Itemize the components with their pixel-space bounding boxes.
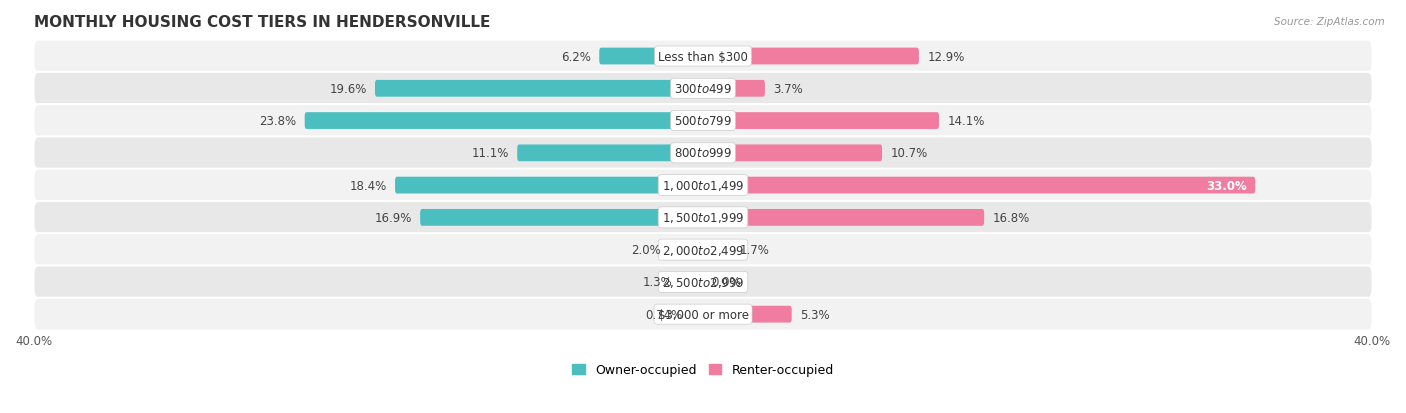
- Text: 33.0%: 33.0%: [1206, 179, 1247, 192]
- Legend: Owner-occupied, Renter-occupied: Owner-occupied, Renter-occupied: [572, 363, 834, 376]
- FancyBboxPatch shape: [395, 177, 703, 194]
- Text: 18.4%: 18.4%: [350, 179, 387, 192]
- Text: Less than $300: Less than $300: [658, 50, 748, 63]
- FancyBboxPatch shape: [34, 169, 1372, 202]
- FancyBboxPatch shape: [34, 202, 1372, 234]
- Text: 5.3%: 5.3%: [800, 308, 830, 321]
- FancyBboxPatch shape: [703, 81, 765, 97]
- Text: 2.0%: 2.0%: [631, 244, 661, 256]
- FancyBboxPatch shape: [703, 209, 984, 226]
- FancyBboxPatch shape: [34, 234, 1372, 266]
- Text: $2,500 to $2,999: $2,500 to $2,999: [662, 275, 744, 289]
- FancyBboxPatch shape: [703, 113, 939, 130]
- FancyBboxPatch shape: [690, 306, 703, 323]
- Text: 0.0%: 0.0%: [711, 276, 741, 289]
- FancyBboxPatch shape: [703, 48, 920, 65]
- Text: $800 to $999: $800 to $999: [673, 147, 733, 160]
- Text: 0.74%: 0.74%: [645, 308, 682, 321]
- Text: 19.6%: 19.6%: [329, 83, 367, 95]
- Text: 10.7%: 10.7%: [890, 147, 928, 160]
- FancyBboxPatch shape: [703, 177, 1256, 194]
- Text: 11.1%: 11.1%: [471, 147, 509, 160]
- Text: $3,000 or more: $3,000 or more: [658, 308, 748, 321]
- Text: 1.7%: 1.7%: [740, 244, 769, 256]
- Text: $1,000 to $1,499: $1,000 to $1,499: [662, 179, 744, 192]
- FancyBboxPatch shape: [703, 145, 882, 162]
- FancyBboxPatch shape: [34, 298, 1372, 331]
- FancyBboxPatch shape: [34, 40, 1372, 73]
- FancyBboxPatch shape: [34, 137, 1372, 170]
- Text: $300 to $499: $300 to $499: [673, 83, 733, 95]
- Text: $500 to $799: $500 to $799: [673, 115, 733, 128]
- Text: $1,500 to $1,999: $1,500 to $1,999: [662, 211, 744, 225]
- FancyBboxPatch shape: [375, 81, 703, 97]
- FancyBboxPatch shape: [34, 105, 1372, 138]
- FancyBboxPatch shape: [517, 145, 703, 162]
- Text: MONTHLY HOUSING COST TIERS IN HENDERSONVILLE: MONTHLY HOUSING COST TIERS IN HENDERSONV…: [34, 15, 489, 30]
- Text: 1.3%: 1.3%: [643, 276, 673, 289]
- Text: Source: ZipAtlas.com: Source: ZipAtlas.com: [1274, 17, 1385, 26]
- Text: 6.2%: 6.2%: [561, 50, 591, 63]
- FancyBboxPatch shape: [420, 209, 703, 226]
- FancyBboxPatch shape: [703, 306, 792, 323]
- FancyBboxPatch shape: [669, 242, 703, 259]
- Text: 16.9%: 16.9%: [374, 211, 412, 224]
- FancyBboxPatch shape: [682, 274, 703, 291]
- Text: 12.9%: 12.9%: [928, 50, 965, 63]
- Text: 14.1%: 14.1%: [948, 115, 984, 128]
- Text: 3.7%: 3.7%: [773, 83, 803, 95]
- FancyBboxPatch shape: [599, 48, 703, 65]
- FancyBboxPatch shape: [34, 73, 1372, 105]
- Text: $2,000 to $2,499: $2,000 to $2,499: [662, 243, 744, 257]
- Text: 16.8%: 16.8%: [993, 211, 1029, 224]
- FancyBboxPatch shape: [703, 242, 731, 259]
- FancyBboxPatch shape: [305, 113, 703, 130]
- FancyBboxPatch shape: [34, 266, 1372, 299]
- Text: 23.8%: 23.8%: [259, 115, 297, 128]
